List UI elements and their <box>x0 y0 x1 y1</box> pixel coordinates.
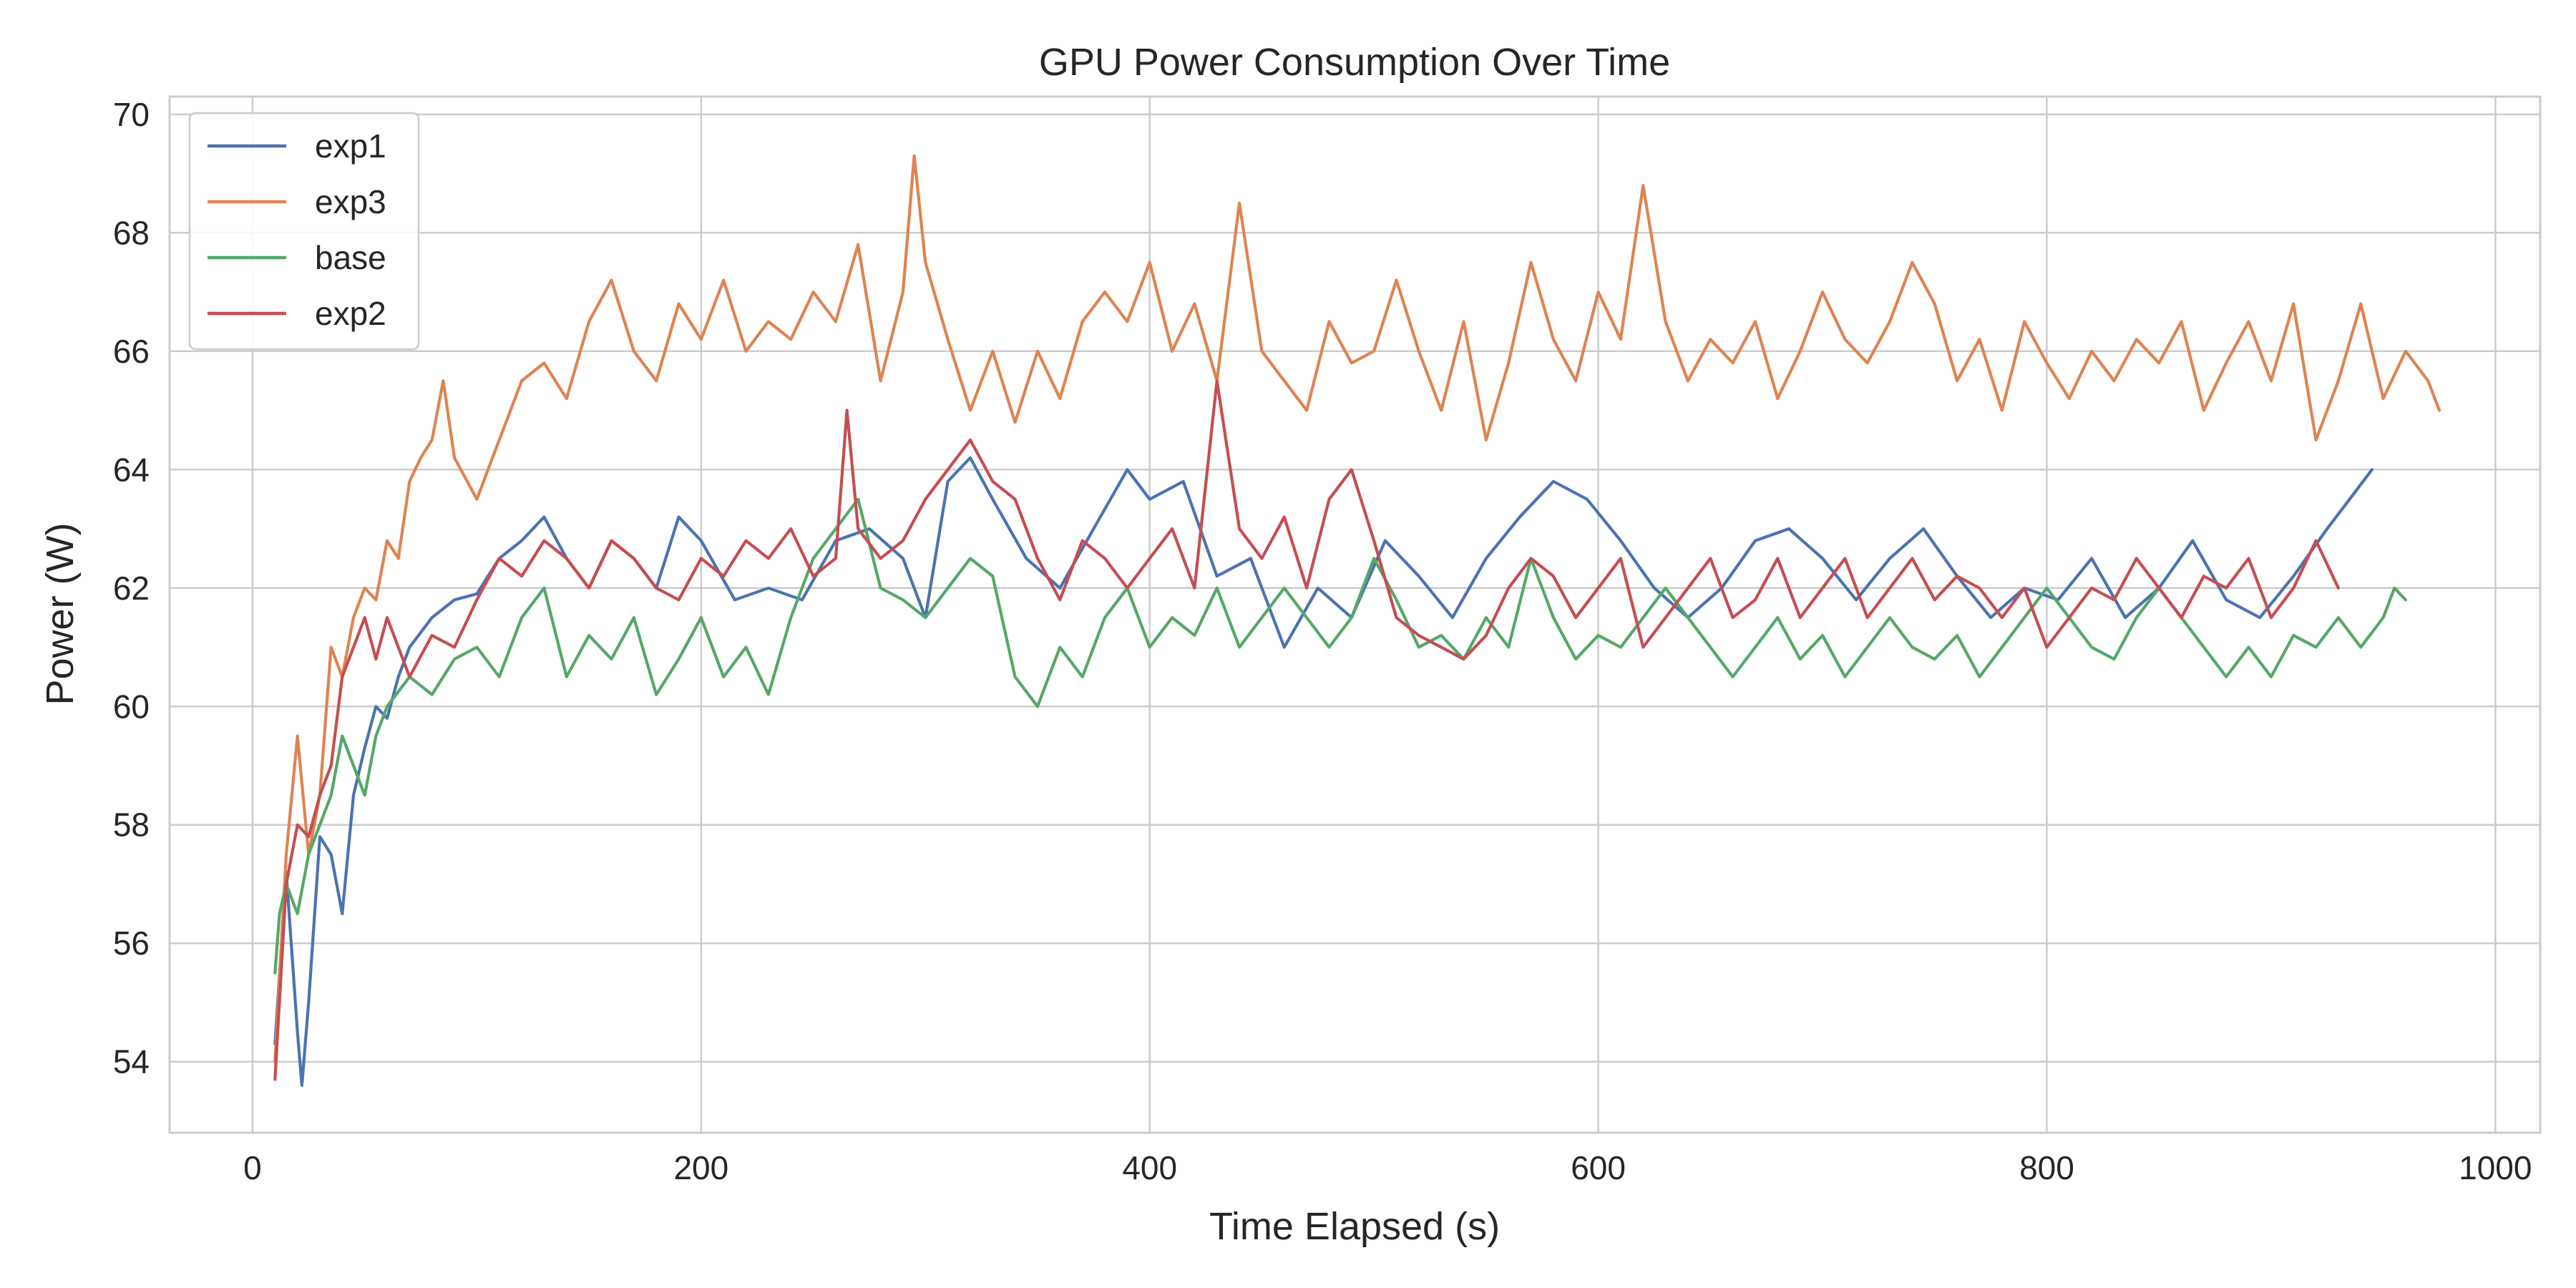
y-tick-label: 54 <box>113 1043 150 1080</box>
y-tick-label: 68 <box>113 214 150 251</box>
y-tick-label: 58 <box>113 806 150 844</box>
series-line-base <box>273 497 2407 975</box>
plot-area-frame <box>168 95 2542 1134</box>
legend-label-exp1: exp1 <box>315 127 386 165</box>
y-tick-label: 62 <box>113 570 150 607</box>
series-lines <box>273 154 2441 1087</box>
y-tick-label: 60 <box>113 688 150 725</box>
x-tick-label: 600 <box>1571 1149 1626 1186</box>
x-tick-label: 0 <box>243 1149 262 1186</box>
y-axis-title: Power (W) <box>39 523 82 706</box>
x-tick-label: 400 <box>1122 1149 1177 1186</box>
x-axis-title: Time Elapsed (s) <box>1209 1205 1500 1248</box>
x-tick-label: 1000 <box>2459 1149 2532 1186</box>
grid <box>170 97 2540 1133</box>
legend-label-base: base <box>315 239 386 276</box>
legend-label-exp2: exp2 <box>315 295 386 332</box>
series-line-exp2 <box>273 379 2340 1081</box>
y-tick-label: 66 <box>113 333 150 370</box>
y-tick-label: 70 <box>113 96 150 133</box>
legend: exp1 exp3 base exp2 <box>188 112 420 351</box>
x-tick-label: 200 <box>673 1149 728 1186</box>
series-line-exp1 <box>273 456 2373 1087</box>
y-tick-label: 64 <box>113 451 150 488</box>
legend-label-exp3: exp3 <box>315 183 386 220</box>
y-tick-label: 56 <box>113 924 150 962</box>
series-line-exp3 <box>273 154 2441 1063</box>
chart-title: GPU Power Consumption Over Time <box>1039 41 1670 84</box>
legend-frame <box>188 112 420 351</box>
x-tick-label: 800 <box>2019 1149 2074 1186</box>
tick-labels: 0 200 400 600 800 1000 54 56 58 60 62 64 66 68 70 <box>113 96 2532 1186</box>
